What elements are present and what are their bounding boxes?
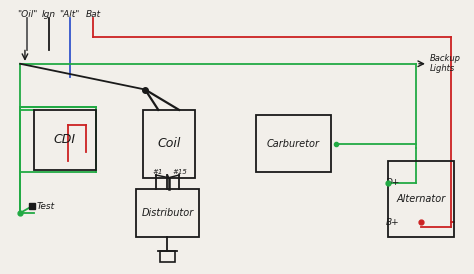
Bar	[256, 115, 331, 172]
Text: CDI: CDI	[54, 133, 76, 146]
Text: Carburetor: Carburetor	[267, 139, 320, 149]
Text: Backup
Lights: Backup Lights	[430, 54, 461, 73]
Bar	[388, 161, 454, 237]
Text: Bat: Bat	[86, 10, 101, 19]
Text: #15: #15	[173, 169, 188, 175]
Bar	[136, 189, 199, 237]
Text: D+: D+	[385, 178, 400, 187]
Text: Test: Test	[36, 202, 55, 211]
Text: #1: #1	[152, 169, 163, 175]
Bar	[143, 110, 195, 178]
Text: "Alt": "Alt"	[60, 10, 80, 19]
Text: Alternator: Alternator	[396, 194, 446, 204]
Text: B+: B+	[385, 218, 399, 227]
Text: "Oil": "Oil"	[17, 10, 37, 19]
Text: Ign: Ign	[41, 10, 55, 19]
Bar	[35, 110, 96, 170]
Bar	[160, 251, 174, 262]
Text: Distributor: Distributor	[141, 208, 193, 218]
Text: Coil: Coil	[157, 137, 181, 150]
